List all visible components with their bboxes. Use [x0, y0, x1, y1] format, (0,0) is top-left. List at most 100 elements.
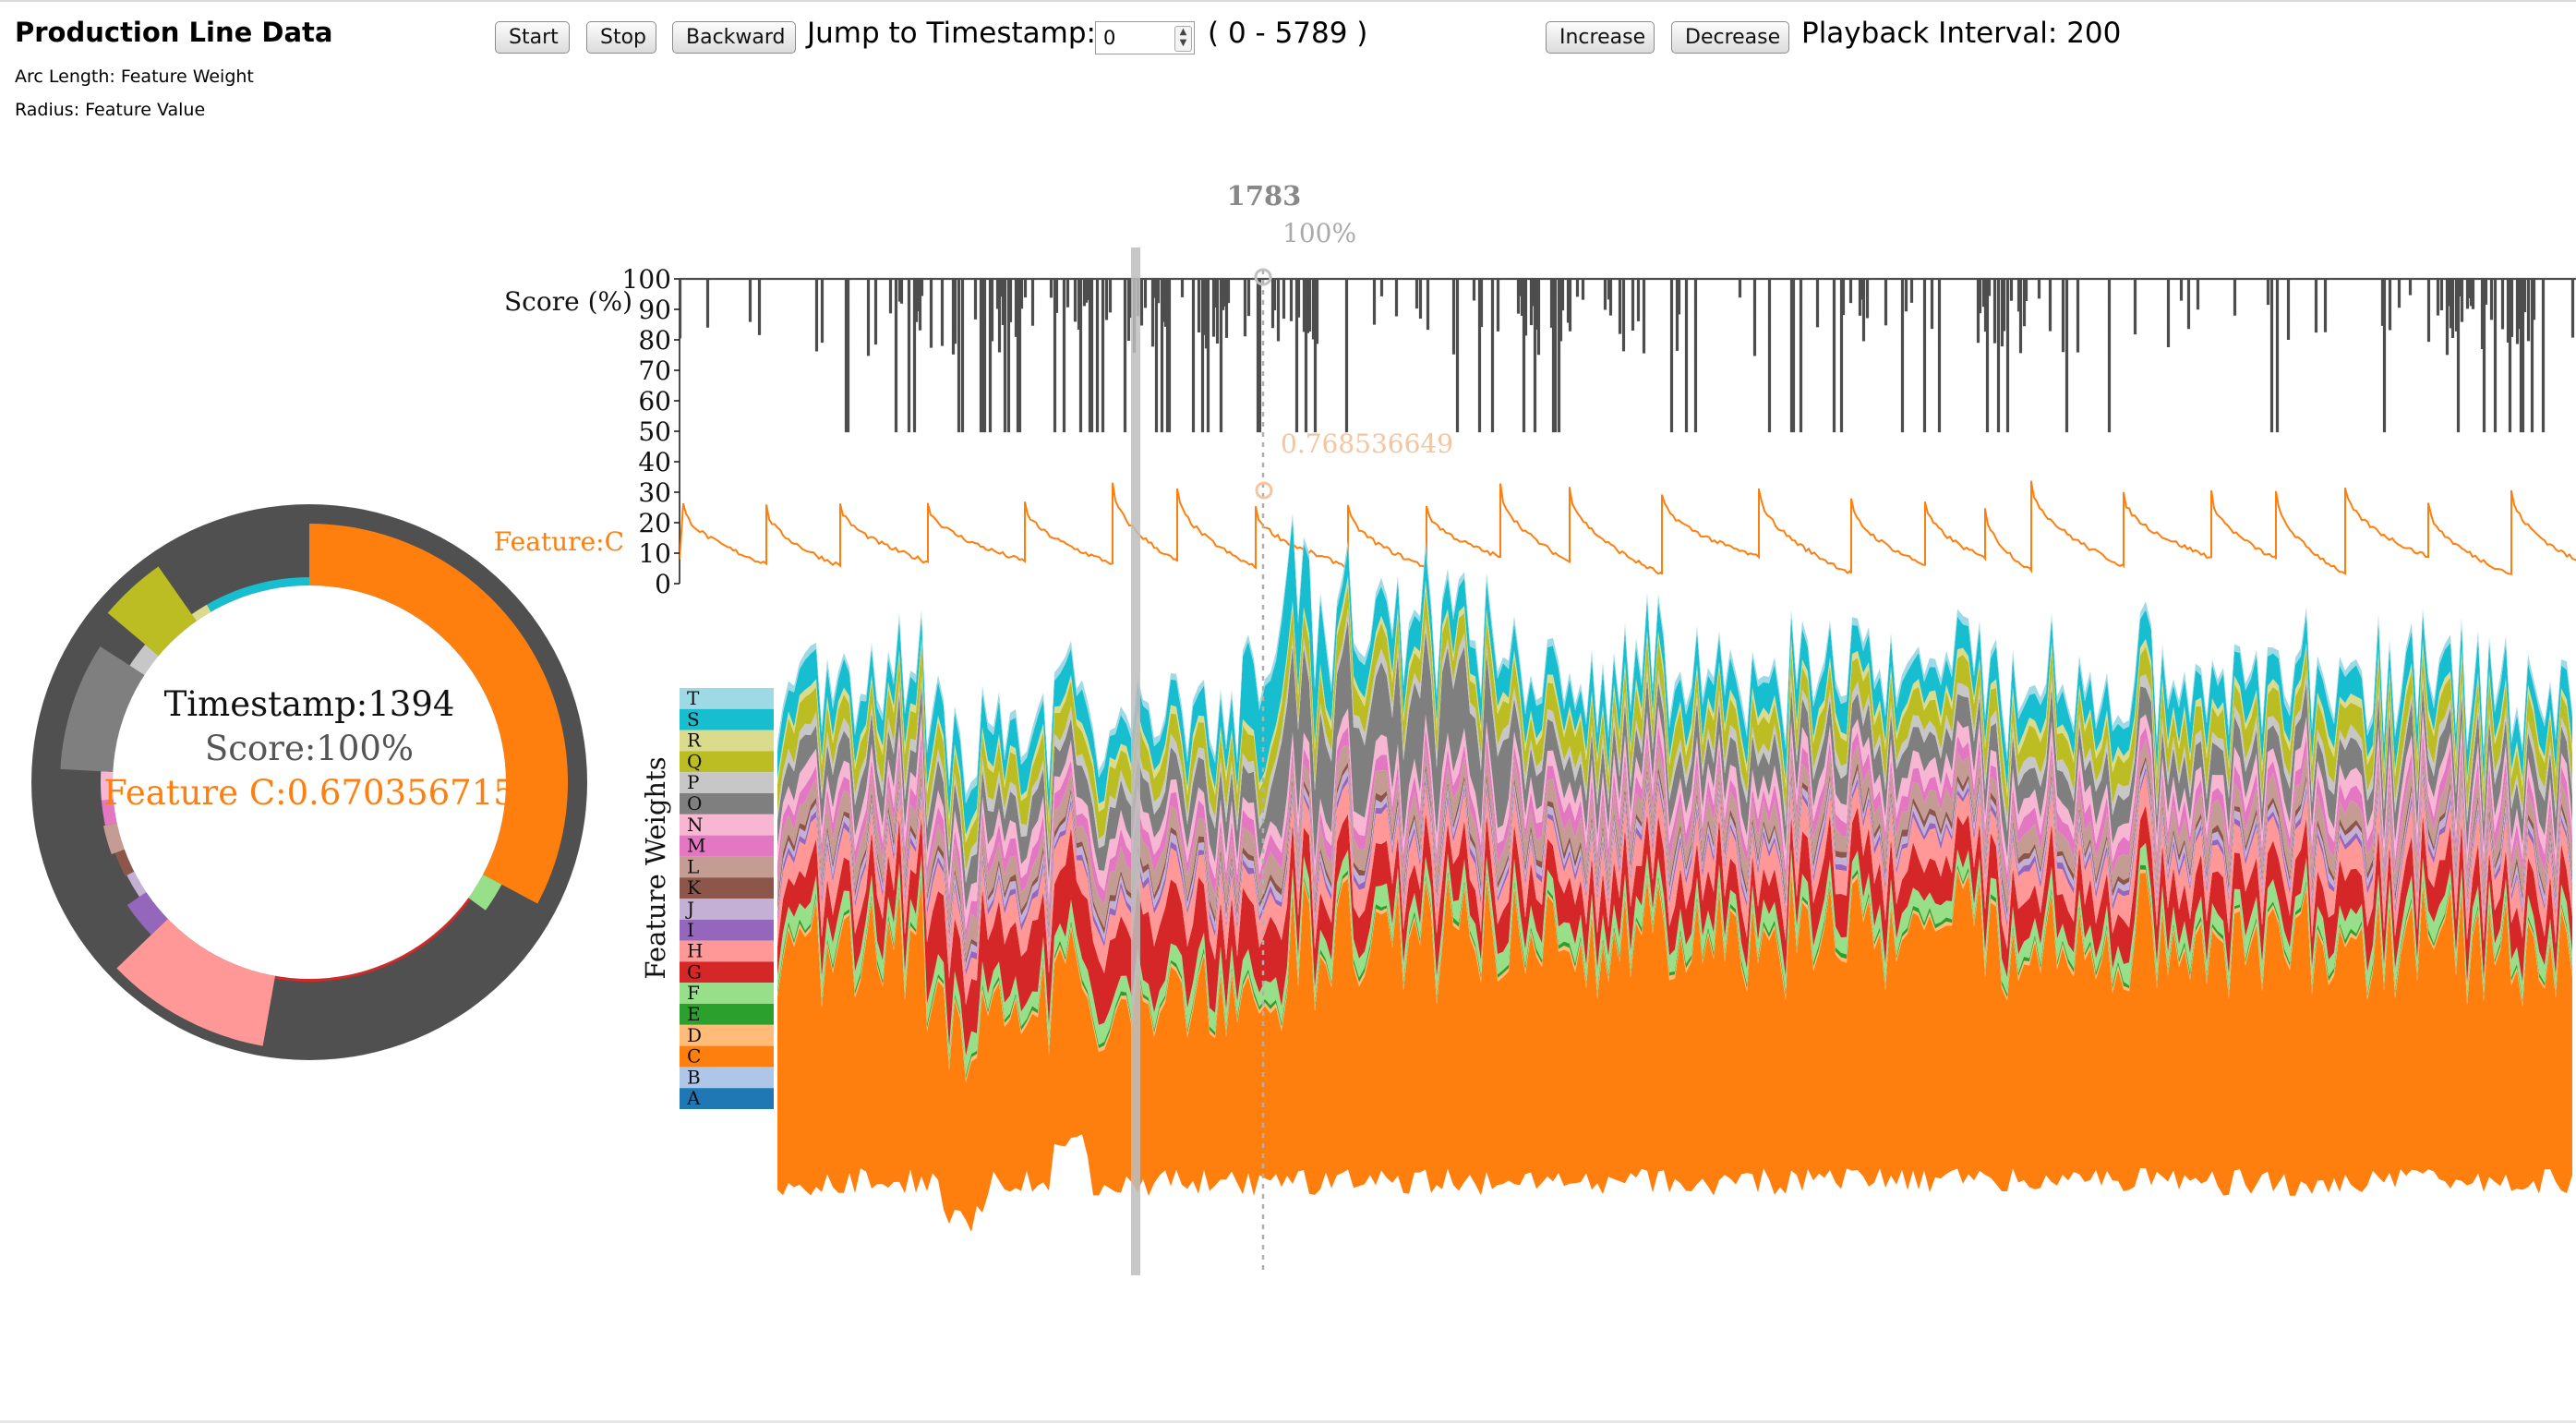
legend-swatch-g [680, 961, 774, 984]
legend-label-k: K [687, 876, 702, 899]
donut-slice-l [102, 823, 125, 854]
score-tick-label: 100 [622, 264, 671, 295]
jump-label: Jump to Timestamp: [807, 17, 1096, 50]
legend-swatch-t [680, 688, 774, 709]
legend-swatch-k [680, 877, 774, 899]
legend-swatch-p [680, 772, 774, 793]
arc-length-note: Arc Length: Feature Weight [15, 66, 254, 87]
stream-layer-j [777, 760, 2572, 970]
timeline-slider-handle[interactable] [1131, 247, 1140, 1275]
backward-button[interactable]: Backward [672, 21, 796, 54]
radius-note: Radius: Feature Value [15, 100, 206, 120]
legend-swatch-h [680, 940, 774, 962]
donut-feature-value: Feature C:0.670356715 [103, 773, 515, 813]
legend-label-r: R [687, 730, 702, 752]
donut-slice-f [468, 874, 502, 911]
playback-interval: Playback Interval: 200 [1801, 17, 2122, 50]
legend-swatch-d [680, 1024, 774, 1046]
donut-ring [31, 504, 587, 1060]
page-title: Production Line Data [15, 17, 333, 48]
legend-label-h: H [687, 940, 703, 962]
stream-layer-m [777, 724, 2572, 944]
stream-layer-c [777, 871, 2572, 1233]
legend-label-p: P [687, 771, 699, 793]
donut-score: Score:100% [205, 729, 414, 768]
legend-swatch-i [680, 919, 774, 941]
legend-swatch-n [680, 814, 774, 836]
donut-slice-k [114, 849, 135, 876]
bottom-border [0, 1420, 2576, 1423]
stream-layer-t [777, 513, 2572, 804]
score-tick-label: 20 [638, 508, 671, 538]
donut-slice-h [116, 918, 276, 1046]
hover-feature-value: 0.768536649 [1281, 428, 1453, 459]
donut-slice-p [129, 644, 159, 675]
score-line [680, 277, 2576, 433]
score-tick-label: 10 [638, 538, 671, 569]
donut-slice-r [191, 604, 211, 621]
feature-line-label: Feature:C [494, 526, 624, 557]
timestamp-range: ( 0 - 5789 ) [1208, 17, 1368, 50]
score-tick-label: 80 [638, 325, 671, 356]
stream-layer-f [777, 842, 2572, 1076]
legend-swatch-l [680, 856, 774, 878]
legend-label-n: N [687, 814, 704, 836]
legend-label-g: G [687, 960, 702, 983]
legend-label-e: E [687, 1003, 701, 1025]
top-border [0, 0, 2576, 2]
legend-label-f: F [687, 982, 700, 1004]
legend-label-d: D [687, 1024, 702, 1046]
legend-label-l: L [687, 855, 699, 877]
donut-slice-o [60, 646, 145, 772]
hover-feature-marker [1255, 481, 1273, 500]
timestamp-stepper[interactable]: 0 ▲ ▼ [1095, 21, 1195, 54]
legend-swatch-f [680, 983, 774, 1004]
timestamp-input-value[interactable]: 0 [1103, 27, 1116, 49]
legend-label-b: B [687, 1066, 701, 1088]
decrease-button[interactable]: Decrease [1671, 21, 1789, 54]
score-tick-label: 90 [638, 295, 671, 325]
score-tick-label: 60 [638, 386, 671, 416]
score-tick-label: 70 [638, 356, 671, 386]
legend-label-i: I [687, 919, 694, 941]
increase-button[interactable]: Increase [1546, 21, 1655, 54]
stream-layer-i [777, 766, 2572, 976]
score-tick-label: 40 [638, 447, 671, 477]
stream-layer-o [777, 620, 2572, 911]
hover-score-marker [1254, 268, 1272, 286]
stream-layer-g [777, 805, 2572, 1056]
donut-chart: Timestamp:1394 Score:100% Feature C:0.67… [31, 504, 587, 1060]
start-button[interactable]: Start [495, 21, 570, 54]
score-tick-label: 0 [655, 569, 671, 599]
stop-button[interactable]: Stop [586, 21, 656, 54]
legend-swatch-e [680, 1004, 774, 1025]
donut-slice-j [126, 871, 147, 898]
stream-layer-r [777, 575, 2572, 843]
legend-swatch-q [680, 751, 774, 773]
legend-label-a: A [686, 1087, 701, 1109]
stream-layer-n [777, 705, 2572, 930]
stream-layer-e [777, 863, 2572, 1080]
donut-slice-i [126, 892, 168, 935]
score-tick-label: 30 [638, 477, 671, 508]
score-tick-label: 50 [638, 416, 671, 447]
legend-label-t: T [687, 687, 700, 709]
legend-swatch-s [680, 708, 774, 730]
stream-layer-d [777, 866, 2572, 1083]
legend-label-s: S [687, 708, 700, 730]
legend-label-c: C [687, 1045, 701, 1068]
legend-swatch-r [680, 730, 774, 752]
legend-label-o: O [687, 792, 702, 815]
donut-slice-q [107, 566, 197, 657]
stream-layer-q [777, 585, 2572, 871]
donut-slice-g [274, 898, 471, 983]
donut-timestamp: Timestamp:1394 [164, 684, 455, 724]
stream-layer-k [777, 755, 2572, 964]
hover-score: 100% [1282, 218, 1356, 248]
stream-layer-s [777, 518, 2572, 836]
legend-swatch-j [680, 899, 774, 920]
stepper-arrows-icon[interactable]: ▲ ▼ [1174, 26, 1192, 52]
legend-label-q: Q [687, 750, 702, 772]
